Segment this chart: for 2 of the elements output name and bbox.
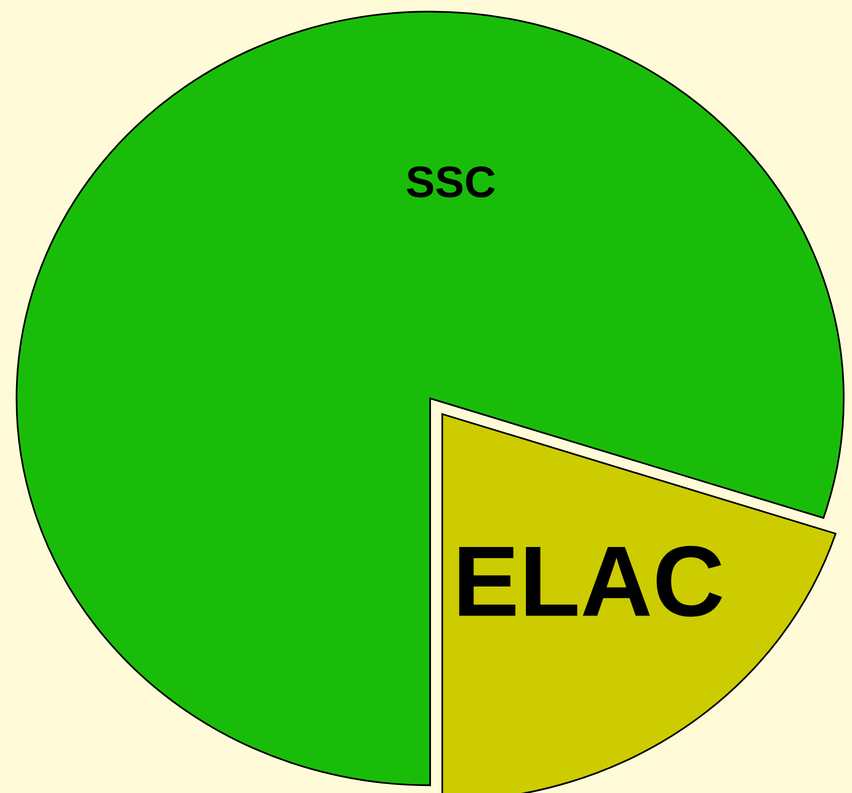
slice-label: SSC (406, 166, 495, 198)
slice-label: ELAC (459, 546, 722, 617)
